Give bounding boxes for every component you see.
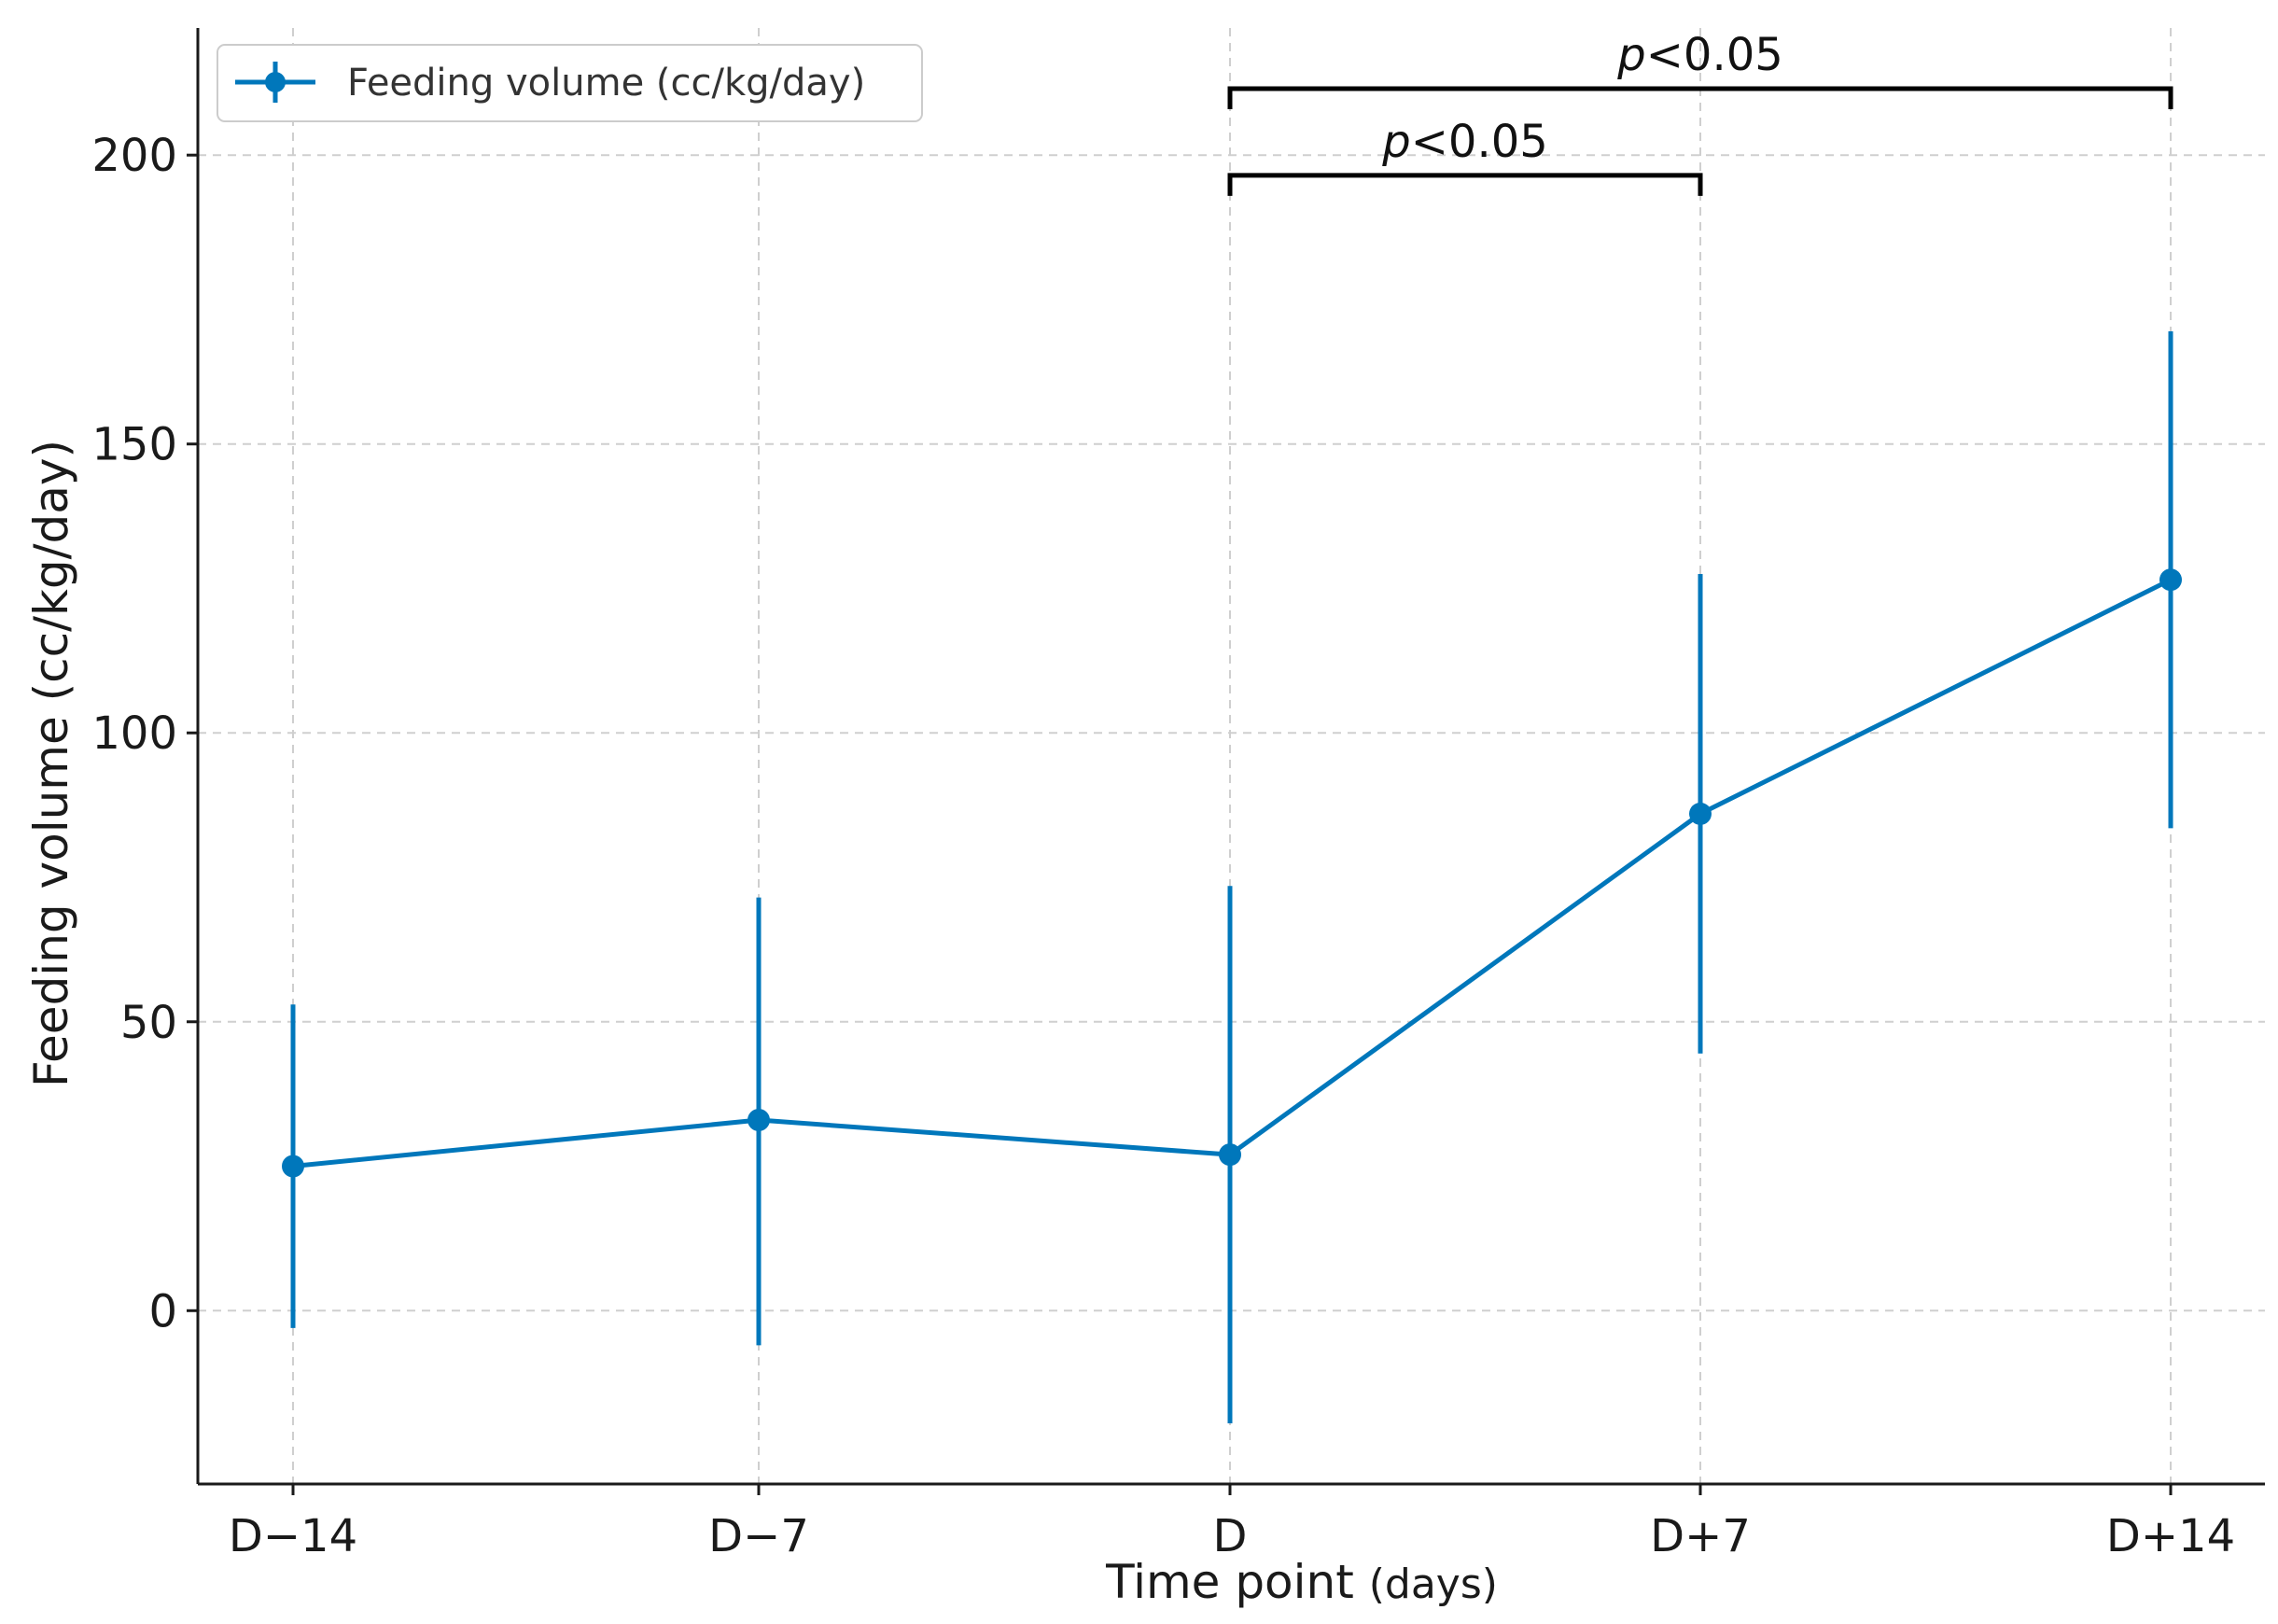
legend-marker xyxy=(265,72,286,92)
data-point xyxy=(2159,568,2182,592)
series-layer xyxy=(282,331,2182,1423)
significance-bracket xyxy=(1227,173,1703,196)
data-point xyxy=(748,1109,770,1131)
y-tick-label: 0 xyxy=(148,1285,177,1337)
y-tick-label: 50 xyxy=(120,997,177,1049)
x-tick-label: D+7 xyxy=(1650,1510,1751,1562)
y-axis-title: Feeding volume (cc/kg/day) xyxy=(24,440,78,1087)
significance-label: p<0.05 xyxy=(1616,29,1783,81)
significance-bracket xyxy=(1227,86,2173,109)
y-tick-label: 150 xyxy=(91,419,177,471)
significance-label: p<0.05 xyxy=(1381,116,1548,168)
x-tick-label: D−7 xyxy=(708,1510,809,1562)
x-tick-label: D+14 xyxy=(2106,1510,2235,1562)
axes-layer: 0 50 100 150 200 D−14 D−7 D D+7 D+14 xyxy=(91,28,2265,1562)
significance-brackets: p<0.05 p<0.05 xyxy=(1227,29,2173,196)
x-axis-title-unit: (days) xyxy=(1369,1561,1498,1608)
data-point xyxy=(1219,1143,1241,1167)
x-tick-label: D xyxy=(1213,1510,1248,1562)
legend-label: Feeding volume (cc/kg/day) xyxy=(347,62,865,105)
data-point xyxy=(1689,802,1712,825)
y-tick-label: 100 xyxy=(91,707,177,760)
legend: Feeding volume (cc/kg/day) xyxy=(217,44,923,122)
data-point xyxy=(282,1155,304,1178)
y-tick-label: 200 xyxy=(91,130,177,182)
x-axis-title-main: Time point xyxy=(1105,1555,1354,1609)
x-tick-label: D−14 xyxy=(229,1510,357,1562)
legend-box xyxy=(217,44,923,122)
x-axis-title: Time point (days) xyxy=(1105,1555,1498,1609)
